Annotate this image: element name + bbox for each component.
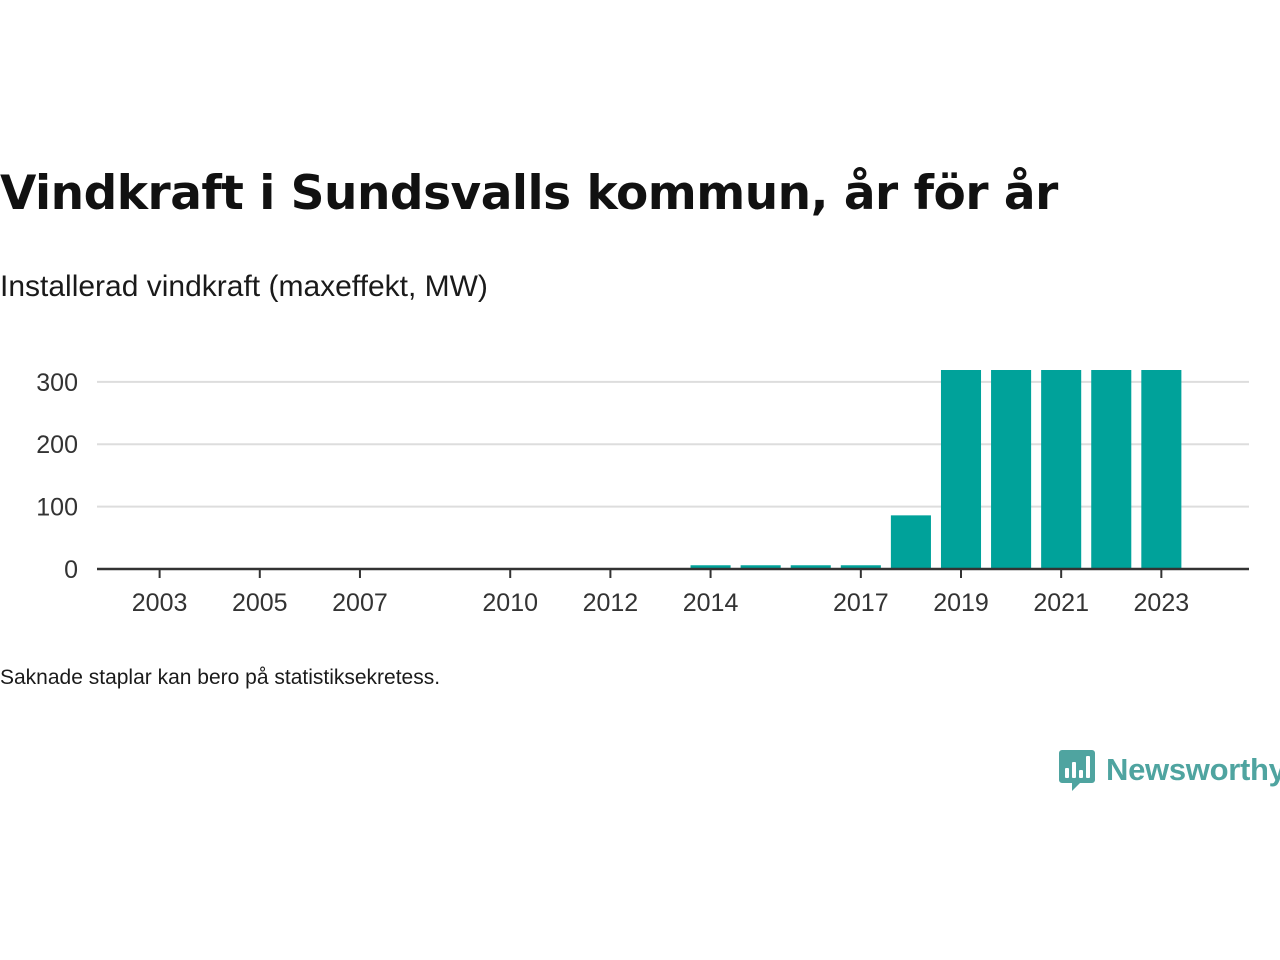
bar-2023 <box>1141 370 1182 569</box>
x-tick-label: 2017 <box>833 589 889 617</box>
x-axis-ticks: 2003 2005 2007 2010 2012 2014 2017 2019 2021 2023 <box>132 569 1189 617</box>
x-tick-label: 2005 <box>232 589 288 617</box>
chart-subtitle: Installerad vindkraft (maxeffekt, MW) <box>0 270 488 303</box>
x-tick-label: 2010 <box>482 589 538 617</box>
footnote: Saknade staplar kan bero på statistiksek… <box>0 666 441 689</box>
y-tick-label: 300 <box>36 369 78 397</box>
bar-2020 <box>991 370 1032 569</box>
y-axis-ticks: 0 100 200 300 <box>36 369 78 584</box>
x-tick-label: 2003 <box>132 589 188 617</box>
x-tick-label: 2021 <box>1033 589 1089 617</box>
chart-title: Vindkraft i Sundsvalls kommun, år för år <box>0 166 1058 221</box>
bar-2019 <box>940 370 982 569</box>
bar-2018 <box>890 515 931 569</box>
y-tick-label: 0 <box>64 556 78 584</box>
bars <box>690 370 1182 569</box>
bar-2021 <box>1041 370 1082 569</box>
x-tick-label: 2019 <box>933 589 989 617</box>
x-tick-label: 2023 <box>1134 589 1190 617</box>
bar-2017 <box>840 565 881 569</box>
x-tick-label: 2007 <box>332 589 388 617</box>
bar-2014 <box>690 565 731 569</box>
newsworthy-logo-icon <box>1059 750 1095 791</box>
y-tick-label: 100 <box>36 494 78 522</box>
bar-2022 <box>1091 370 1132 569</box>
x-tick-label: 2014 <box>683 589 739 617</box>
brand-name: Newsworthy <box>1106 752 1280 787</box>
newsworthy-logo: Newsworthy <box>1058 748 1280 792</box>
bar-2015 <box>740 565 781 569</box>
x-tick-label: 2012 <box>583 589 639 617</box>
y-tick-label: 200 <box>36 431 78 459</box>
bar-2016 <box>790 565 831 569</box>
